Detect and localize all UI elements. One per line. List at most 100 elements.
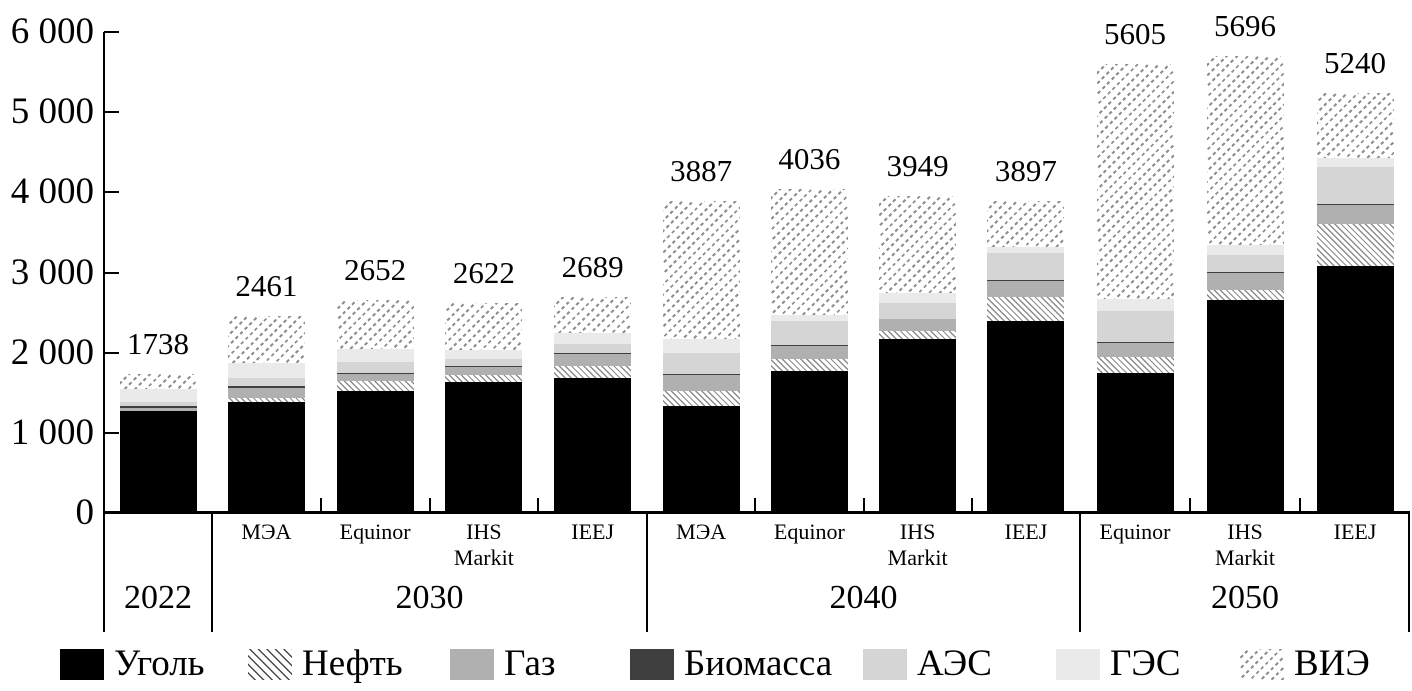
segment-Уголь [662, 405, 740, 513]
y-tick [104, 431, 119, 434]
segment-АЭС [445, 358, 523, 366]
segment-Биомасса [1096, 341, 1174, 343]
year-label-2030: 2030 [395, 579, 464, 616]
legend-swatch-solid [450, 648, 494, 680]
x-axis-line [103, 511, 1410, 514]
scenario-label-2030-IEEJ: IEEJ [571, 519, 615, 544]
x-tick [862, 498, 865, 513]
segment-ГЭС [1316, 158, 1394, 168]
segment-ВИЭ [1206, 56, 1284, 246]
segment-Уголь [445, 382, 523, 513]
segment-Уголь [227, 402, 305, 513]
segment-Биомасса [227, 386, 305, 388]
x-tick [754, 498, 757, 513]
segment-Нефть [227, 397, 305, 403]
legend-swatch-solid [863, 648, 907, 680]
segment-ГЭС [987, 246, 1065, 254]
legend-swatch-solid [630, 648, 674, 680]
segment-Уголь [987, 320, 1065, 513]
segment-ВИЭ [662, 201, 740, 340]
segment-Биомасса [554, 353, 632, 354]
year-label-2040: 2040 [829, 579, 898, 616]
x-tick [970, 498, 973, 513]
legend: Уголь Нефть Газ Биомасса АЭС ГЭС ВИЭ [0, 643, 1412, 687]
bar-2030-Equinor [336, 300, 414, 513]
legend-item-Газ: Газ [450, 643, 556, 685]
y-tick [104, 271, 119, 274]
segment-Уголь [770, 370, 848, 513]
legend-item-Уголь: Уголь [60, 643, 205, 685]
y-tick-label: 6 000 [10, 11, 94, 52]
segment-Газ [987, 280, 1065, 297]
y-tick-label: 5 000 [10, 91, 94, 133]
segment-АЭС [336, 362, 414, 374]
segment-АЭС [987, 253, 1065, 280]
segment-Биомасса [987, 279, 1065, 281]
y-tick-label: 4 000 [10, 171, 94, 213]
segment-Газ [1316, 204, 1394, 224]
legend-swatch-diagonal-dot-hatch [1240, 648, 1284, 680]
segment-АЭС [227, 377, 305, 387]
scenario-label-2030-МЭА: МЭА [241, 519, 292, 544]
bar-total-label: 2689 [561, 249, 624, 285]
segment-ВИЭ [1096, 63, 1174, 300]
segment-Уголь [119, 411, 197, 513]
bar-2040-IEEJ [987, 200, 1065, 513]
segment-Уголь [1316, 265, 1394, 513]
bar-2040-МЭА [662, 201, 740, 513]
segment-Биомасса [336, 373, 414, 375]
y-tick [104, 191, 119, 194]
legend-swatch-solid [1056, 648, 1100, 680]
bar-total-label: 2622 [452, 254, 515, 290]
bar-2030-IHS-Markit [445, 302, 523, 513]
scenario-label-2040-МЭА: МЭА [676, 519, 727, 544]
segment-Биомасса [770, 345, 848, 347]
segment-ВИЭ [987, 200, 1065, 247]
x-tick [537, 498, 540, 513]
group-separator [1079, 513, 1081, 632]
y-tick [104, 111, 119, 114]
scenario-label-2050-IHS-Markit: IHS Markit [1215, 519, 1275, 570]
segment-ВИЭ [336, 300, 414, 350]
segment-АЭС [554, 343, 632, 354]
bar-2050-IHS-Markit [1206, 56, 1284, 513]
segment-Газ [1096, 342, 1174, 357]
legend-item-ГЭС: ГЭС [1056, 643, 1181, 685]
legend-label: Газ [504, 643, 556, 684]
segment-Нефть [336, 380, 414, 392]
segment-Биомасса [662, 373, 740, 375]
segment-АЭС [1206, 254, 1284, 273]
segment-ГЭС [336, 349, 414, 363]
segment-Биомасса [445, 365, 523, 367]
group-separator [211, 513, 213, 632]
segment-Нефть [770, 358, 848, 371]
segment-ГЭС [227, 363, 305, 378]
segment-ВИЭ [227, 315, 305, 364]
y-tick-label: 1 000 [10, 411, 94, 453]
legend-label: ВИЭ [1294, 643, 1370, 684]
y-tick-label: 3 000 [10, 251, 94, 293]
bar-2050-Equinor [1096, 63, 1174, 513]
bar-total-label: 4036 [778, 141, 841, 177]
legend-label: Биомасса [684, 643, 833, 684]
segment-ГЭС [662, 339, 740, 354]
legend-label: Нефть [302, 643, 403, 684]
y-tick-label: 2 000 [10, 331, 94, 373]
segment-Нефть [554, 366, 632, 378]
bar-2030-МЭА [227, 315, 305, 513]
y-axis-line [103, 32, 105, 632]
bar-2050-IEEJ [1316, 92, 1394, 513]
scenario-label-2050-Equinor: Equinor [1099, 519, 1171, 544]
bar-2040-IHS-Markit [879, 196, 957, 513]
segment-Биомасса [1206, 272, 1284, 273]
bar-total-label: 3887 [670, 153, 733, 189]
segment-Газ [227, 387, 305, 398]
segment-ГЭС [1096, 299, 1174, 311]
plot-area: 1738 2461 2652 2622 2689 3887 4036 3949 3897 5605… [104, 8, 1410, 513]
scenario-label-2050-IEEJ: IEEJ [1333, 519, 1377, 544]
segment-Газ [445, 366, 523, 375]
segment-АЭС [662, 353, 740, 374]
segment-Газ [879, 319, 957, 331]
y-tick-label: 0 [75, 492, 95, 533]
x-tick [1189, 498, 1191, 513]
